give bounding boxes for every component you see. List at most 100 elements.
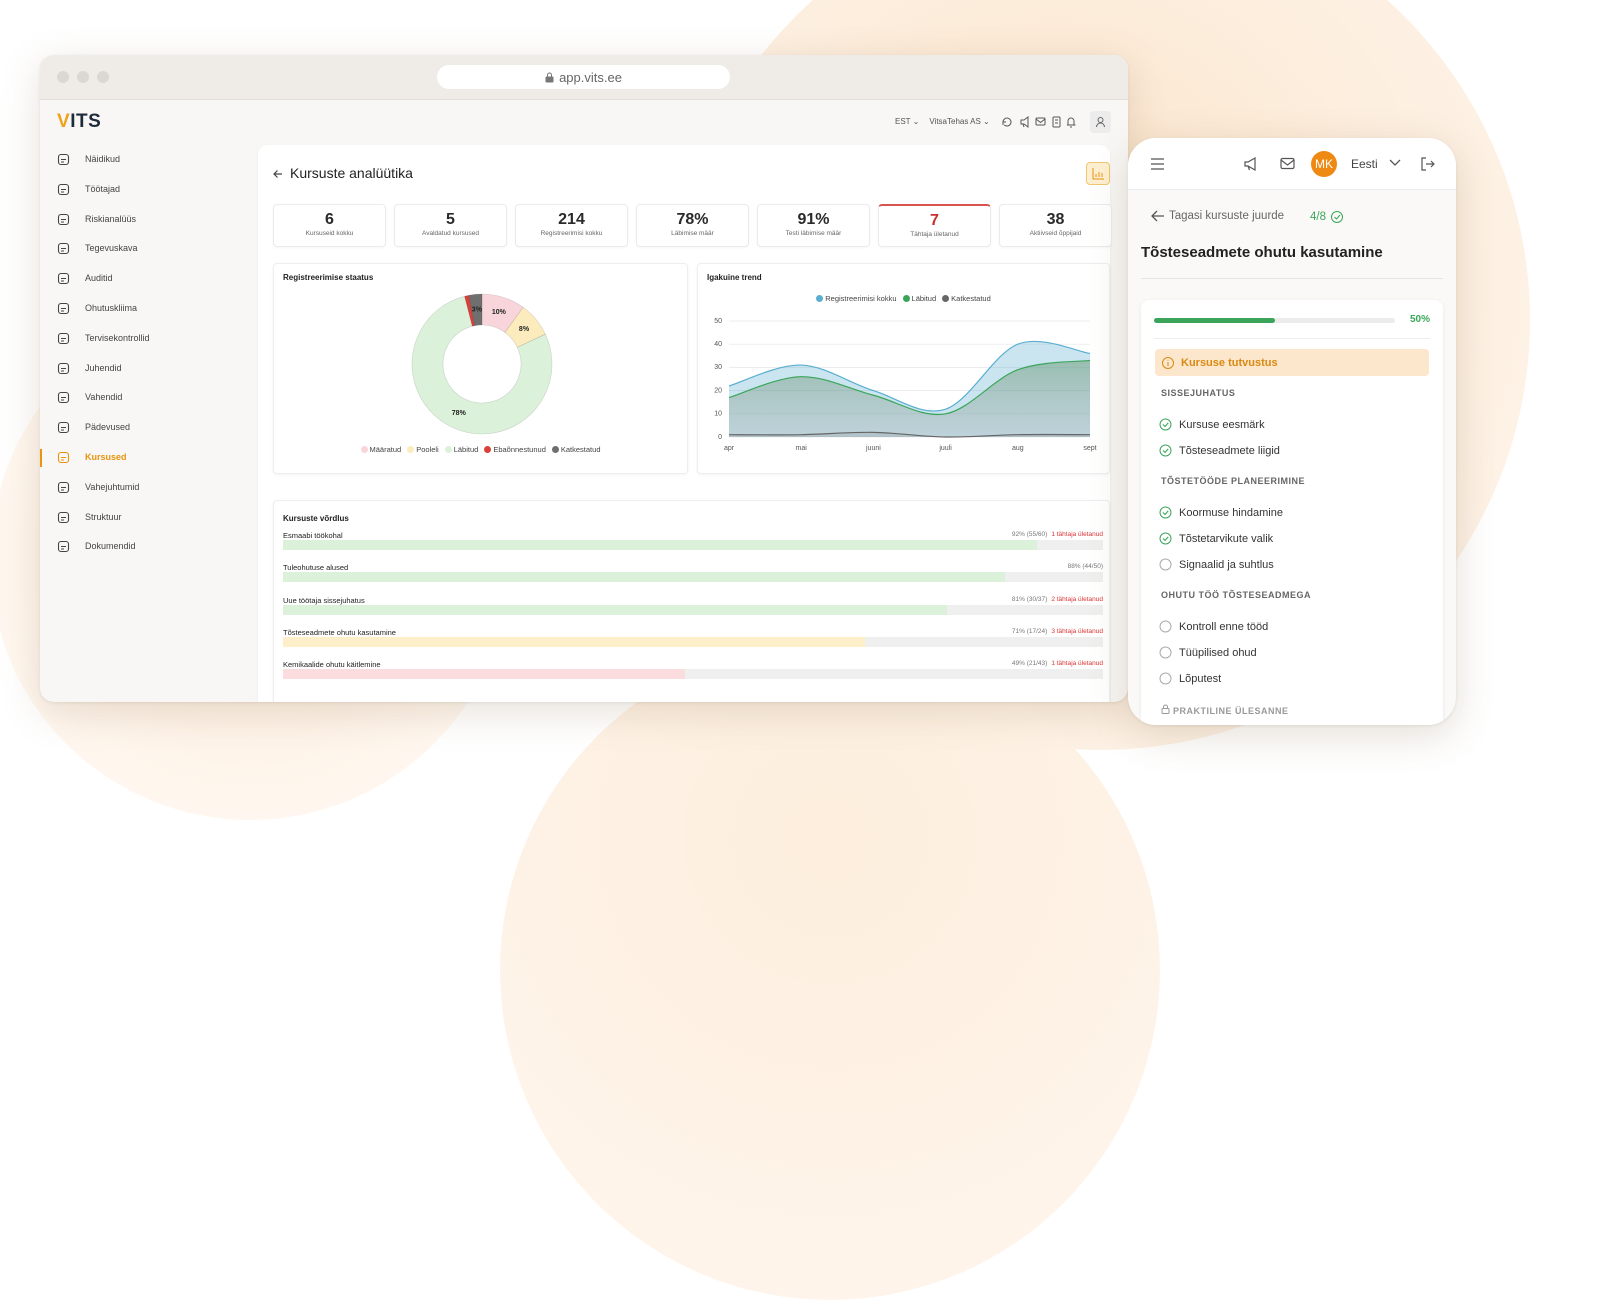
legend-item[interactable]: Katkestatud (551, 445, 600, 454)
step-count-text: 4/8 (1310, 211, 1326, 223)
done-icon (1159, 506, 1172, 519)
icon-shape (61, 427, 66, 431)
legend-label: Läbitud (453, 445, 479, 454)
language-select[interactable]: EST ⌄ (895, 117, 920, 126)
done-icon (1159, 444, 1172, 457)
pie-slice (411, 295, 553, 435)
lesson[interactable]: Kursuse eesmärk (1159, 418, 1265, 431)
nav-item[interactable]: Dokumendid (40, 537, 255, 557)
logout-icon[interactable] (1420, 157, 1435, 171)
language[interactable]: Eesti (1351, 157, 1378, 171)
line-chart: 0 10 20 30 40 50 apr mai juuni juuli aug sept (714, 318, 1096, 452)
nav-item[interactable]: Juhendid (40, 359, 255, 379)
nav-item[interactable]: Tegevuskava (40, 239, 255, 259)
pie-slice (481, 293, 524, 333)
nav-label: Tervisekontrollid (85, 332, 150, 343)
icon-shape (61, 278, 66, 282)
lesson[interactable]: Tõstetarvikute valik (1159, 532, 1273, 545)
course-name: Tuleohutuse alused (283, 563, 349, 573)
kpi-card: 78% Läbimise määr (636, 204, 749, 247)
icon-shape (1159, 558, 1172, 571)
legend-item[interactable]: Läbitud (444, 445, 479, 454)
profile-button[interactable] (1090, 111, 1111, 133)
nav-item[interactable]: Kursused (40, 448, 255, 468)
check-icon (1331, 211, 1343, 223)
legend-label: Pooleli (416, 445, 439, 454)
lesson[interactable]: Tüüpilised ohud (1159, 646, 1257, 659)
legend-swatch (551, 446, 559, 453)
nav-icon (57, 422, 70, 434)
logo[interactable]: VITS (57, 111, 101, 133)
legend-swatch (902, 295, 910, 302)
nav-item[interactable]: Näidikud (40, 150, 255, 170)
icon-shape (1159, 418, 1172, 431)
lesson[interactable]: Lõputest (1159, 672, 1221, 685)
back-arrow[interactable] (272, 168, 284, 180)
back-arrow[interactable] (1150, 209, 1165, 223)
overdue: 1 tähtaja ületanud (1051, 660, 1103, 668)
donut-chart: 10% 8% 78% 3% (411, 293, 553, 435)
nav-item[interactable]: Auditid (40, 269, 255, 289)
legend-item[interactable]: Läbitud (902, 294, 936, 303)
completion: 81% (30/37) (1011, 595, 1048, 603)
icon-shape (1159, 532, 1172, 545)
window-dot (57, 71, 69, 83)
legend-swatch (444, 446, 452, 453)
x-tick-label: aug (1012, 445, 1024, 452)
y-tick-label: 30 (714, 364, 722, 371)
lesson-label: Kursuse eesmärk (1179, 418, 1265, 431)
lesson[interactable]: Koormuse hindamine (1159, 506, 1283, 519)
menu-icon[interactable] (1150, 157, 1166, 171)
kpi-value: 214 (558, 211, 585, 228)
legend-swatch (484, 446, 492, 453)
bar (283, 669, 685, 680)
nav-label: Tegevuskava (85, 243, 138, 254)
bar (283, 636, 866, 647)
legend-item[interactable]: Määratud (360, 445, 401, 454)
nav-icon (57, 243, 70, 255)
back-link[interactable]: Tagasi kursuste juurde (1169, 210, 1285, 222)
nav-item[interactable]: Riskianalüüs (40, 210, 255, 230)
legend-item[interactable]: Registreerimisi kokku (816, 294, 897, 303)
nav-item[interactable]: Vahendid (40, 388, 255, 408)
completion: 71% (17/24) (1011, 627, 1048, 635)
mail-icon[interactable] (1280, 157, 1296, 171)
lesson-label: Lõputest (1179, 672, 1222, 685)
kpi-card: 214 Registreerimisi kokku (515, 204, 628, 247)
legend-item[interactable]: Katkestatud (942, 294, 991, 303)
slice-label: 8% (519, 326, 530, 333)
todo-icon (1159, 558, 1172, 571)
chevron[interactable] (1389, 158, 1401, 168)
lesson[interactable]: Signaalid ja suhtlus (1159, 558, 1274, 571)
url-text: app.vits.ee (559, 69, 622, 85)
legend-item[interactable]: Pooleli (407, 445, 439, 454)
icon-shape (1159, 646, 1172, 659)
nav-item[interactable]: Töötajad (40, 180, 255, 200)
company-select[interactable]: VitsaTehas AS ⌄ (929, 117, 990, 126)
nav-item[interactable]: Vahejuhtumid (40, 478, 255, 498)
intro-item[interactable]: Kursuse tutvustus (1155, 349, 1429, 376)
legend: Registreerimisi kokku Läbitud Katkestatud (698, 294, 1109, 303)
nav-icon (57, 302, 70, 315)
announcement-icon[interactable] (1243, 156, 1261, 172)
toolbar-icons[interactable] (1000, 115, 1080, 129)
icon-shape (57, 481, 70, 493)
nav-item[interactable]: Pädevused (40, 418, 255, 438)
nav-icon (57, 183, 70, 195)
nav-item[interactable]: Tervisekontrollid (40, 329, 255, 349)
kpi-value: 7 (930, 212, 939, 229)
lesson[interactable]: Tõsteseadmete liigid (1159, 444, 1280, 457)
nav-item[interactable]: Ohutuskliima (40, 299, 255, 319)
chart-toggle[interactable] (1086, 162, 1110, 185)
todo-icon (1159, 620, 1172, 633)
section-label: SISSEJUHATUS (1161, 388, 1236, 398)
avatar[interactable]: MK (1311, 151, 1337, 177)
legend-item[interactable]: Ebaõnnestunud (484, 445, 546, 454)
nav-item[interactable]: Struktuur (40, 508, 255, 528)
icon-shape (57, 273, 70, 285)
icon-shape (1162, 510, 1169, 516)
url-bar[interactable]: app.vits.ee (437, 65, 730, 89)
course-name: Kemikaalide ohutu käitlemine (283, 660, 381, 670)
progress-label: 50% (1409, 314, 1430, 325)
lesson[interactable]: Kontroll enne tööd (1159, 620, 1268, 633)
